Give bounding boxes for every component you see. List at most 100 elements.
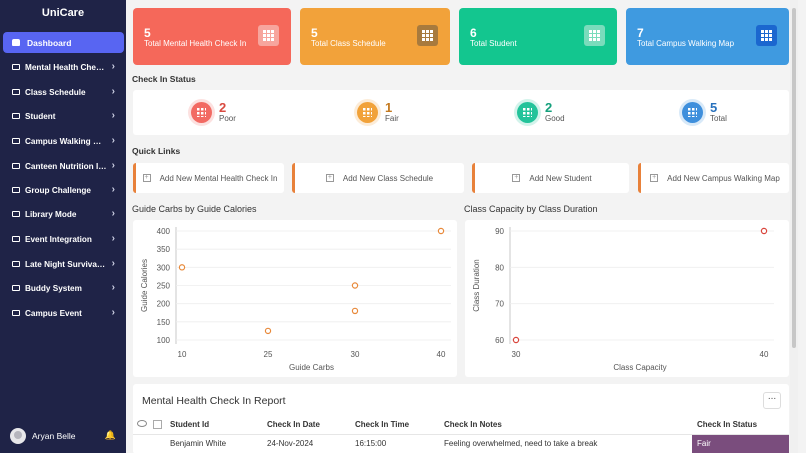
more-options-button[interactable]: ... xyxy=(763,392,781,409)
column-header-check-in-notes[interactable]: Check In Notes xyxy=(444,420,502,429)
quick-link-label: Add New Campus Walking Map xyxy=(667,173,780,183)
status-fair: 1 Fair xyxy=(357,101,399,123)
chevron-right-icon: › xyxy=(111,61,115,72)
quick-link-label: Add New Class Schedule xyxy=(342,173,434,183)
chevron-right-icon: › xyxy=(111,86,115,97)
stat-label: Total Student xyxy=(470,39,517,48)
stat-card-campus-walking-map[interactable]: 7 Total Campus Walking Map xyxy=(626,8,789,65)
sidebar-item-mental-health-check-in[interactable]: Mental Health Check In › xyxy=(0,57,126,77)
sidebar-item-dashboard[interactable]: Dashboard xyxy=(3,32,124,53)
sidebar-item-label: Class Schedule xyxy=(25,87,86,97)
scatter-chart-class-capacity: 60 70 80 90 30 40 Class Capacity Class Duration xyxy=(472,227,774,372)
monitor-icon xyxy=(12,285,20,291)
stat-label: Total Campus Walking Map xyxy=(637,39,735,48)
grid-icon xyxy=(517,101,538,123)
avatar xyxy=(10,428,26,444)
y-tick-label: 400 xyxy=(157,227,171,236)
y-tick-label: 200 xyxy=(157,300,171,309)
chevron-right-icon: › xyxy=(111,282,115,293)
monitor-icon xyxy=(12,163,20,169)
x-axis-label: Guide Carbs xyxy=(289,363,334,372)
status-label: Fair xyxy=(385,114,399,123)
sidebar-item-student[interactable]: Student › xyxy=(0,106,126,126)
column-header-check-in-time[interactable]: Check In Time xyxy=(355,420,410,429)
cell-check-in-notes: Feeling overwhelmed, need to take a brea… xyxy=(444,439,598,448)
stat-card-student[interactable]: 6 Total Student xyxy=(459,8,617,65)
scrollbar[interactable] xyxy=(790,0,798,453)
monitor-icon xyxy=(12,89,20,95)
chevron-right-icon: › xyxy=(111,307,115,318)
sidebar-item-label: Library Mode xyxy=(25,209,77,219)
sidebar-item-label: Campus Walking Map xyxy=(25,136,107,146)
data-point xyxy=(760,227,768,235)
quick-link-add-campus-walking-map[interactable]: + Add New Campus Walking Map xyxy=(638,163,789,193)
y-tick-label: 60 xyxy=(495,336,504,345)
stat-card-class-schedule[interactable]: 5 Total Class Schedule xyxy=(300,8,450,65)
x-axis-label: Class Capacity xyxy=(613,363,666,372)
status-total: 5 Total xyxy=(682,101,727,123)
scrollbar-thumb[interactable] xyxy=(792,8,796,348)
sidebar-item-buddy-system[interactable]: Buddy System › xyxy=(0,278,126,298)
stat-card-mental-health[interactable]: 5 Total Mental Health Check In xyxy=(133,8,291,65)
bell-icon[interactable]: 🔔 xyxy=(104,430,116,440)
sidebar-item-library-mode[interactable]: Library Mode › xyxy=(0,204,126,224)
quick-link-add-mental-health[interactable]: + Add New Mental Health Check In xyxy=(133,163,284,193)
monitor-icon xyxy=(12,64,20,70)
monitor-icon xyxy=(12,310,20,316)
status-badge: Fair xyxy=(692,435,789,453)
grid-icon xyxy=(417,25,438,46)
y-tick-label: 90 xyxy=(495,227,504,236)
grid-icon xyxy=(258,25,279,46)
table-header: Student Id Check In Date Check In Time C… xyxy=(133,416,789,435)
sidebar-item-group-challenge[interactable]: Group Challenge › xyxy=(0,180,126,200)
eye-icon[interactable] xyxy=(137,420,147,427)
sidebar-item-label: Buddy System xyxy=(25,283,82,293)
grid-icon xyxy=(584,25,605,46)
grid-icon xyxy=(756,25,777,46)
grid-icon xyxy=(682,101,703,123)
sidebar-item-campus-walking-map[interactable]: Campus Walking Map › xyxy=(0,131,126,151)
y-tick-label: 350 xyxy=(157,245,171,254)
stat-value: 5 xyxy=(144,26,151,40)
data-point xyxy=(437,227,445,235)
y-tick-label: 80 xyxy=(495,263,504,272)
stat-label: Total Class Schedule xyxy=(311,39,386,48)
quick-link-label: Add New Mental Health Check In xyxy=(159,173,278,183)
cell-check-in-time: 16:15:00 xyxy=(355,439,387,448)
chevron-right-icon: › xyxy=(111,258,115,269)
quick-link-add-student[interactable]: + Add New Student xyxy=(472,163,629,193)
data-point xyxy=(512,336,520,344)
chevron-right-icon: › xyxy=(111,208,115,219)
user-name: Aryan Belle xyxy=(32,431,76,441)
quick-link-label: Add New Student xyxy=(529,173,592,183)
quick-link-add-class-schedule[interactable]: + Add New Class Schedule xyxy=(292,163,464,193)
sidebar-item-late-night-survival[interactable]: Late Night Survival Kit › xyxy=(0,254,126,274)
sidebar-item-campus-event[interactable]: Campus Event › xyxy=(0,303,126,323)
x-tick-label: 30 xyxy=(351,350,360,359)
check-in-status-title: Check In Status xyxy=(132,74,196,84)
data-point xyxy=(351,282,359,289)
column-header-check-in-date[interactable]: Check In Date xyxy=(267,420,320,429)
app-title: UniCare xyxy=(41,7,85,19)
chevron-right-icon: › xyxy=(111,135,115,146)
select-all-checkbox[interactable] xyxy=(153,420,162,429)
status-poor: 2 Poor xyxy=(191,101,236,123)
stat-value: 6 xyxy=(470,26,477,40)
sidebar-item-class-schedule[interactable]: Class Schedule › xyxy=(0,82,126,102)
cell-check-in-date: 24-Nov-2024 xyxy=(267,439,314,448)
status-value: 1 xyxy=(385,100,393,115)
stat-value: 7 xyxy=(637,26,644,40)
sidebar-item-event-integration[interactable]: Event Integration › xyxy=(0,229,126,249)
sidebar-item-label: Campus Event xyxy=(25,308,82,318)
status-label: Poor xyxy=(219,114,236,123)
status-good: 2 Good xyxy=(517,101,565,123)
x-tick-label: 40 xyxy=(760,350,769,359)
status-value: 2 xyxy=(219,100,227,115)
y-tick-label: 70 xyxy=(495,300,504,309)
monitor-icon xyxy=(12,236,20,242)
user-profile[interactable]: Aryan Belle 🔔 xyxy=(0,424,126,448)
sidebar-item-canteen-nutrition[interactable]: Canteen Nutrition Info › xyxy=(0,156,126,176)
sidebar-item-label: Canteen Nutrition Info xyxy=(25,161,107,171)
column-header-student-id[interactable]: Student Id xyxy=(170,420,210,429)
column-header-check-in-status[interactable]: Check In Status xyxy=(697,420,758,429)
